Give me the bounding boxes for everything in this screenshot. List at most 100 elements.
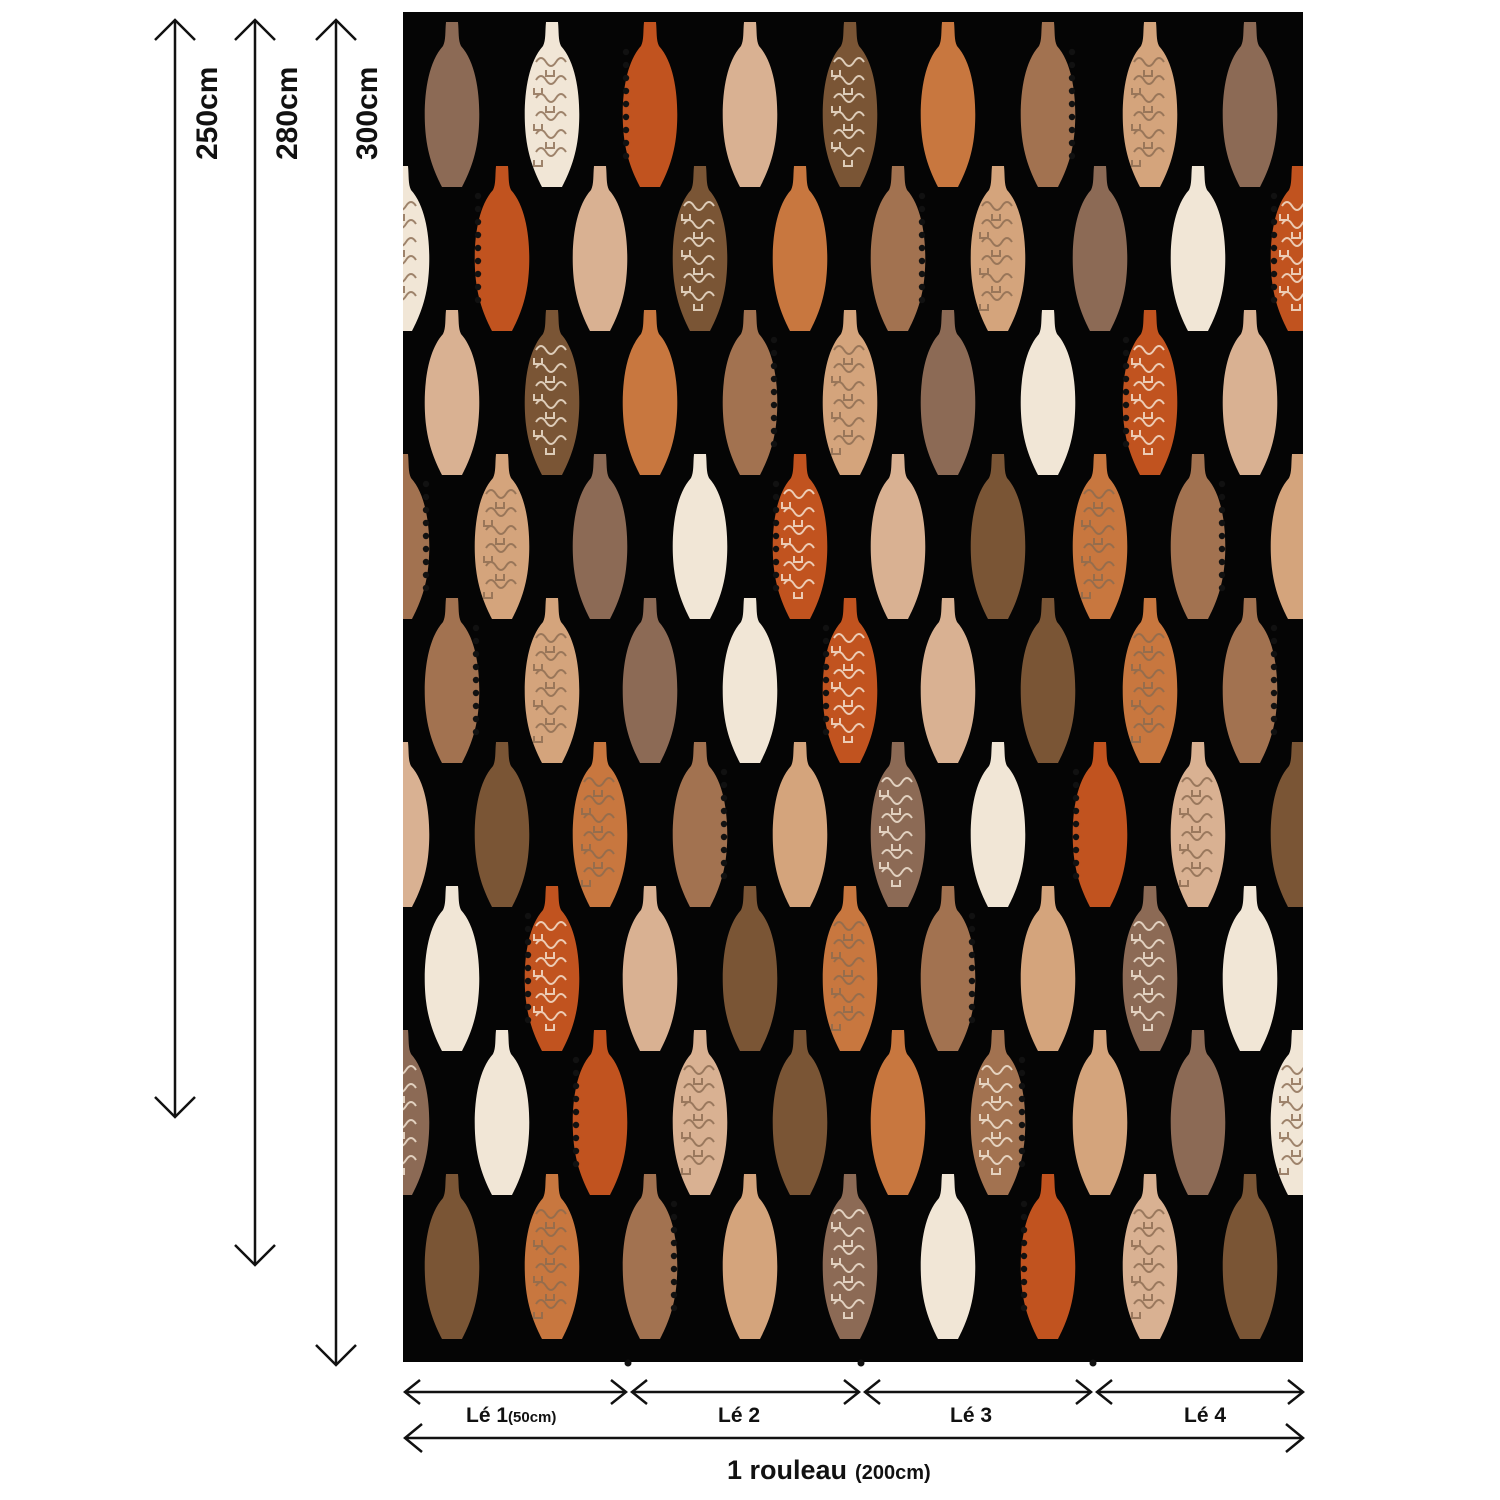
vase-dot (1018, 1082, 1026, 1090)
vase-shape (870, 166, 926, 331)
vase-shape (722, 598, 778, 763)
vase-dot (1018, 1095, 1026, 1103)
vase-shape (424, 310, 480, 475)
vase-shape (970, 166, 1026, 331)
vase-dot (472, 637, 480, 645)
vase-dot (1018, 1147, 1026, 1155)
strip-arrow-2 (629, 1379, 862, 1405)
vase-dot (1122, 427, 1130, 435)
vase-motif (1131, 345, 1165, 455)
vase-dot (720, 807, 728, 815)
vase-dot (1072, 833, 1080, 841)
vase-dot (822, 728, 830, 736)
vase-dot (1270, 218, 1278, 226)
vase-dot (1068, 61, 1076, 69)
vase-dot (1018, 1056, 1026, 1064)
vase-dot (670, 1265, 678, 1273)
vase-shape (424, 1174, 480, 1339)
vase-dot (1270, 728, 1278, 736)
vase-shape (572, 166, 628, 331)
vase-shape (1122, 22, 1178, 187)
vase-shape (622, 598, 678, 763)
vase-shape (622, 22, 678, 187)
vase-dot (1068, 74, 1076, 82)
vase-dot (772, 532, 780, 540)
vase-motif (1131, 633, 1165, 743)
vase-dot (622, 74, 630, 82)
vase-motif (831, 921, 865, 1031)
vase-dot (422, 558, 430, 566)
vase-dot (1072, 807, 1080, 815)
vase-shape (622, 1174, 678, 1339)
vase-motif (831, 633, 865, 743)
vase-dot (474, 231, 482, 239)
vase-shape (1170, 166, 1226, 331)
vase-motif (581, 777, 615, 887)
height-arrow-250 (154, 18, 196, 1119)
vase-dot (770, 336, 778, 344)
vase-shape (672, 742, 728, 907)
vase-shape (1170, 1030, 1226, 1195)
vase-shape (1020, 22, 1076, 187)
vase-dot (422, 493, 430, 501)
vase-dot (1270, 689, 1278, 697)
height-arrow-300 (315, 18, 357, 1367)
vase-dot (474, 218, 482, 226)
vase-dot (622, 126, 630, 134)
vase-motif (831, 345, 865, 455)
vase-dot (770, 440, 778, 448)
vase-dot (1068, 100, 1076, 108)
vase-shape (403, 1030, 430, 1195)
vase-shape (1270, 166, 1303, 331)
vase-dot (474, 283, 482, 291)
vase-dot (572, 1147, 580, 1155)
vase-dot (524, 990, 532, 998)
vase-shape (672, 166, 728, 331)
vase-dot (1020, 1252, 1028, 1260)
vase-motif (831, 1209, 865, 1319)
vase-shape (622, 886, 678, 1051)
vase-dot (670, 1304, 678, 1312)
vase-dot (472, 702, 480, 710)
vase-shape (920, 310, 976, 475)
vase-motif (1179, 777, 1213, 887)
vase-dot (1122, 414, 1130, 422)
vase-dot (1020, 1239, 1028, 1247)
strip-label-2: Lé 2 (718, 1404, 760, 1427)
vase-motif (533, 345, 567, 455)
vase-dot (1018, 1069, 1026, 1077)
vase-dot (772, 545, 780, 553)
vase-motif (1279, 201, 1303, 311)
vase-dot (918, 244, 926, 252)
vase-shape (572, 742, 628, 907)
vase-shape (1122, 1174, 1178, 1339)
vase-shape (970, 454, 1026, 619)
vase-shape (870, 454, 926, 619)
vase-shape (772, 742, 828, 907)
vase-dot (474, 244, 482, 252)
vase-dot (572, 1121, 580, 1129)
vase-dot (968, 951, 976, 959)
vase-dot (770, 427, 778, 435)
vase-shape (1122, 598, 1178, 763)
vase-dot (918, 192, 926, 200)
vase-dot (524, 951, 532, 959)
vase-dot (918, 296, 926, 304)
vase-shape (722, 22, 778, 187)
vase-motif (533, 921, 567, 1031)
vase-shape (722, 310, 778, 475)
vase-motif (1131, 921, 1165, 1031)
vase-dot (1020, 1278, 1028, 1286)
vase-dot (918, 218, 926, 226)
strip-arrow-1 (402, 1379, 629, 1405)
vase-dot (1270, 244, 1278, 252)
vase-motif (681, 1065, 715, 1175)
roll-arrow (403, 1423, 1305, 1453)
vase-dot (968, 964, 976, 972)
vase-shape (1222, 310, 1278, 475)
vase-shape (1270, 1030, 1303, 1195)
vase-pattern (403, 22, 1303, 1339)
vase-dot (524, 964, 532, 972)
vase-dot (720, 794, 728, 802)
vase-dot (822, 676, 830, 684)
